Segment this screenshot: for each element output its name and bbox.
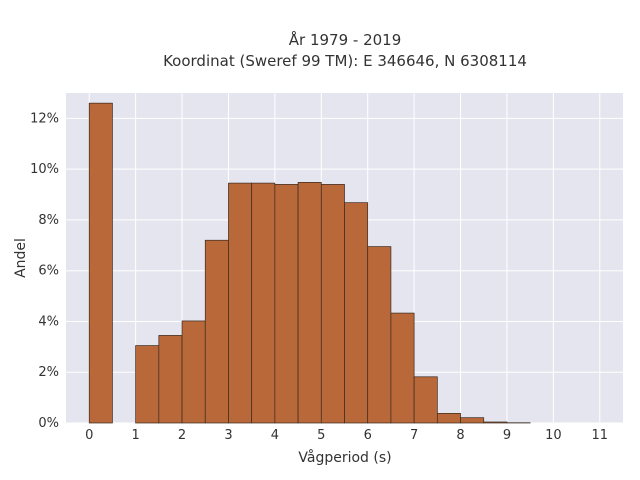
x-tick-label: 6 — [364, 428, 372, 443]
bar-12 — [390, 312, 415, 424]
x-tick-label: 8 — [456, 428, 464, 443]
x-tick-label: 7 — [410, 428, 418, 443]
bar-5 — [228, 182, 253, 424]
y-tick-label: 8% — [38, 213, 59, 228]
x-tick-label: 2 — [178, 428, 186, 443]
x-tick-label: 1 — [131, 428, 139, 443]
bar-7 — [274, 184, 299, 424]
x-tick-label: 4 — [271, 428, 279, 443]
bar-0 — [88, 102, 113, 424]
y-axis-label: Andel — [13, 238, 29, 278]
bar-2 — [158, 335, 183, 424]
chart-title-line-1: År 1979 - 2019 — [289, 30, 402, 49]
x-axis-label: Vågperiod (s) — [298, 449, 391, 466]
x-tick-label: 11 — [592, 428, 609, 443]
bar-4 — [204, 239, 229, 424]
chart-title-line-2: Koordinat (Sweref 99 TM): E 346646, N 63… — [163, 52, 527, 70]
y-tick-label: 6% — [38, 264, 59, 279]
y-tick-label: 12% — [30, 111, 59, 126]
bar-3 — [181, 320, 206, 424]
bar-16 — [483, 421, 508, 424]
x-tick-label: 0 — [85, 428, 93, 443]
y-tick-label: 2% — [38, 365, 59, 380]
bar-1 — [135, 345, 160, 424]
bar-13 — [413, 376, 438, 424]
bar-9 — [320, 184, 345, 424]
x-tick-label: 10 — [545, 428, 562, 443]
x-axis-ticks: 0 1 2 3 4 5 6 7 8 9 10 11 — [85, 428, 608, 443]
bars — [88, 102, 531, 424]
bar-14 — [436, 413, 461, 424]
y-tick-label: 4% — [38, 314, 59, 329]
bar-10 — [344, 202, 369, 424]
bar-11 — [367, 246, 392, 424]
y-axis-ticks: 0% 2% 4% 6% 8% 10% 12% — [30, 111, 59, 431]
y-tick-label: 0% — [38, 416, 59, 431]
y-tick-label: 10% — [30, 162, 59, 177]
x-tick-label: 9 — [503, 428, 511, 443]
bar-6 — [251, 182, 276, 424]
bar-8 — [297, 182, 322, 424]
bar-15 — [460, 417, 485, 424]
x-tick-label: 3 — [224, 428, 232, 443]
x-tick-label: 5 — [317, 428, 325, 443]
